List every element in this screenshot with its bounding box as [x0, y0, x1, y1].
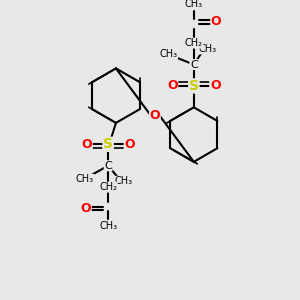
Text: O: O	[150, 109, 160, 122]
Text: O: O	[124, 138, 135, 151]
Text: C: C	[190, 59, 198, 70]
Text: CH₂: CH₂	[185, 38, 203, 48]
Text: S: S	[103, 137, 113, 151]
Text: S: S	[189, 79, 199, 93]
Text: CH₃: CH₃	[185, 0, 203, 9]
Text: CH₂: CH₂	[99, 182, 117, 192]
Text: O: O	[211, 15, 221, 28]
Text: C: C	[104, 161, 112, 171]
Text: O: O	[81, 138, 92, 151]
Text: CH₃: CH₃	[115, 176, 133, 186]
Text: CH₃: CH₃	[76, 174, 94, 184]
Text: O: O	[80, 202, 91, 215]
Text: CH₃: CH₃	[198, 44, 217, 54]
Text: CH₃: CH₃	[159, 49, 178, 59]
Text: O: O	[210, 80, 220, 92]
Text: CH₃: CH₃	[99, 221, 117, 231]
Text: O: O	[167, 80, 178, 92]
